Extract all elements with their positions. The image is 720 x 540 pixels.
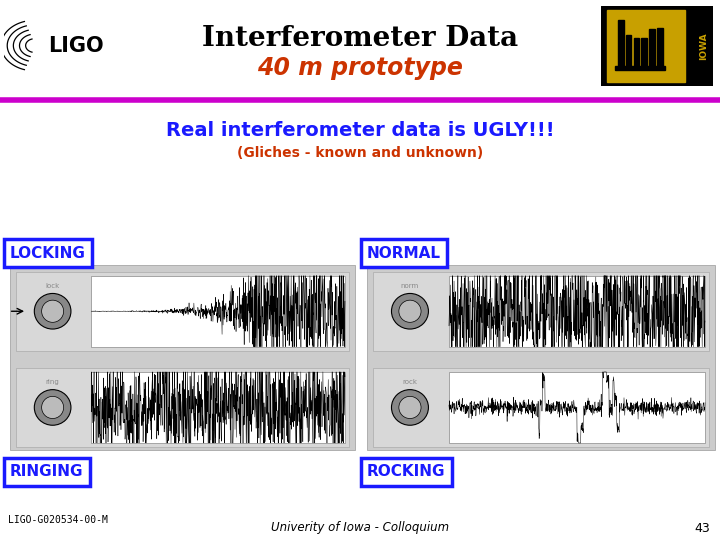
Bar bbox=[16, 272, 349, 351]
Bar bbox=[449, 276, 705, 347]
Text: LOCKING: LOCKING bbox=[10, 246, 86, 260]
Text: ring: ring bbox=[46, 379, 60, 385]
Text: RINGING: RINGING bbox=[10, 464, 84, 480]
Ellipse shape bbox=[399, 396, 421, 419]
Ellipse shape bbox=[42, 396, 63, 419]
Bar bbox=[10, 265, 355, 450]
Bar bbox=[649, 29, 654, 66]
Text: Univerity of Iowa - Colloquium: Univerity of Iowa - Colloquium bbox=[271, 522, 449, 535]
Bar bbox=[373, 272, 709, 351]
Bar bbox=[657, 28, 662, 66]
Bar bbox=[615, 66, 665, 70]
Text: ROCKING: ROCKING bbox=[367, 464, 446, 480]
Text: 40 m prototype: 40 m prototype bbox=[257, 56, 463, 80]
Text: rock: rock bbox=[402, 379, 418, 385]
Text: Real interferometer data is UGLY!!!: Real interferometer data is UGLY!!! bbox=[166, 120, 554, 139]
Bar bbox=[373, 368, 709, 447]
Text: lock: lock bbox=[45, 283, 60, 289]
Text: LIGO-G020534-00-M: LIGO-G020534-00-M bbox=[8, 515, 108, 525]
Text: norm: norm bbox=[401, 283, 419, 289]
Ellipse shape bbox=[392, 390, 428, 425]
Ellipse shape bbox=[35, 390, 71, 425]
Bar bbox=[626, 35, 631, 66]
Bar bbox=[449, 372, 705, 443]
Bar bbox=[91, 372, 345, 443]
Ellipse shape bbox=[42, 300, 63, 322]
Bar bbox=[367, 265, 715, 450]
Text: 43: 43 bbox=[694, 522, 710, 535]
Text: NORMAL: NORMAL bbox=[367, 246, 441, 260]
Bar bbox=[642, 38, 647, 66]
Bar bbox=[634, 38, 639, 66]
Ellipse shape bbox=[392, 293, 428, 329]
Bar bbox=[16, 368, 349, 447]
Bar bbox=[607, 10, 685, 83]
Text: IOWA: IOWA bbox=[699, 32, 708, 60]
Text: (Gliches - known and unknown): (Gliches - known and unknown) bbox=[237, 146, 483, 160]
Ellipse shape bbox=[399, 300, 421, 322]
Text: LIGO: LIGO bbox=[48, 36, 104, 56]
Ellipse shape bbox=[35, 293, 71, 329]
Text: Interferometer Data: Interferometer Data bbox=[202, 24, 518, 51]
Bar bbox=[618, 20, 624, 66]
Bar bbox=[91, 276, 345, 347]
